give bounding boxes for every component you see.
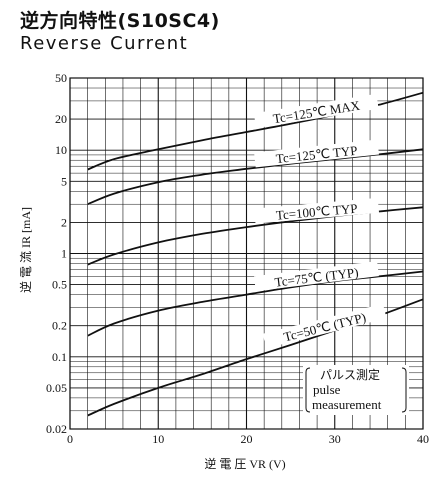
- x-tick-label: 10: [152, 432, 164, 446]
- curve-label-bg: [254, 197, 380, 224]
- curve-label: Tc=100℃ TYP: [275, 201, 358, 223]
- curve-label-bg: [254, 139, 379, 168]
- y-tick-label: 50: [55, 71, 67, 85]
- x-tick-label: 0: [67, 432, 73, 446]
- y-tick-label: 2: [61, 215, 67, 229]
- x-axis-title: 逆 電 圧 VR (V): [204, 456, 285, 471]
- tick-labels: 50 20 10 5 2 1 0.5 0.2 0.1 0.05 0.020 10 20 30 40: [46, 71, 429, 446]
- y-tick-label: 0.1: [52, 350, 67, 364]
- curve-labels: Tc=125℃ MAX Tc=125℃ TYP Tc=100℃ TYP Tc=75℃ …: [253, 93, 387, 349]
- y-tick-label: 5: [61, 174, 67, 188]
- y-tick-label: 0.02: [46, 422, 67, 436]
- curve-label-bg: [253, 261, 379, 292]
- chart-title: 逆方向特性(S10SC4): [20, 10, 220, 32]
- curve-label-bg: [253, 93, 379, 129]
- x-tick-label: 20: [241, 432, 253, 446]
- series-line: [87, 270, 424, 337]
- note-line-jp: パルス測定: [320, 367, 380, 382]
- series-line: [87, 148, 424, 206]
- curve-label: Tc=125℃ MAX: [272, 98, 362, 127]
- y-tick-label: 0.2: [52, 319, 67, 333]
- curve-label-bg: [262, 303, 387, 349]
- x-tick-label: 40: [417, 432, 429, 446]
- note-line-measurement: measurement: [312, 397, 382, 412]
- x-tick-label: 30: [329, 432, 341, 446]
- y-axis-title: 逆 電 流 IR [mA]: [18, 207, 33, 293]
- y-tick-label: 20: [55, 112, 67, 126]
- curve-label: Tc=50℃ (TYP): [282, 310, 367, 345]
- curve-label: Tc=125℃ TYP: [275, 143, 358, 166]
- note-line-pulse: pulse: [313, 382, 341, 397]
- y-tick-label: 10: [55, 143, 67, 157]
- pulse-measurement-note: パルス測定 pulse measurement: [303, 365, 409, 415]
- y-tick-label: 0.05: [46, 381, 67, 395]
- y-tick-label: 0.5: [52, 278, 67, 292]
- chart-subtitle: Reverse Current: [20, 33, 189, 54]
- y-tick-label: 1: [61, 247, 67, 261]
- curve-label: Tc=75℃ (TYP): [274, 265, 359, 290]
